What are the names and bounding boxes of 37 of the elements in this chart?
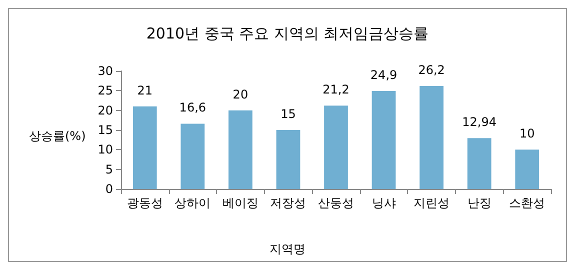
bar [324,106,348,189]
x-tick-label: 저장성 [270,196,306,210]
data-label: 12,94 [462,115,497,130]
x-tick-label: 지린성 [414,196,450,210]
data-label: 16,6 [179,100,206,115]
x-tick-label: 광동성 [126,196,163,210]
y-tick-label: 20 [98,103,113,118]
x-tick-label: 상하이 [174,196,211,210]
data-label: 24,9 [370,68,398,82]
bar [467,138,492,189]
bar [515,150,540,189]
chart-title: 2010년 중국 주요 지역의 최저임금상승률 [146,24,429,42]
x-tick-label: 산둥성 [318,196,354,210]
bar [180,124,205,189]
y-tick-label: 0 [105,182,113,196]
x-axis-title: 지역명 [270,242,306,256]
data-label: 15 [280,107,296,121]
y-tick-label: 25 [98,84,113,98]
bar [372,91,396,189]
y-tick-label: 30 [98,64,113,78]
data-label: 21,2 [322,82,350,97]
bar [276,130,300,189]
y-tick-label: 10 [98,142,113,157]
data-label: 21 [137,83,153,98]
bar [228,110,252,189]
y-tick-label: 15 [98,123,113,137]
x-tick-label: 닝샤 [372,196,396,210]
x-tick-label: 난징 [467,196,492,210]
x-tick-label: 베이징 [222,196,258,210]
data-label: 26,2 [418,62,445,77]
bar [420,86,444,189]
data-label: 10 [519,126,535,141]
y-axis-title: 상승률(%) [29,129,86,143]
bar [132,106,157,189]
x-tick-label: 스촨성 [509,196,546,210]
data-label: 20 [232,87,248,102]
y-tick-label: 5 [105,162,113,176]
